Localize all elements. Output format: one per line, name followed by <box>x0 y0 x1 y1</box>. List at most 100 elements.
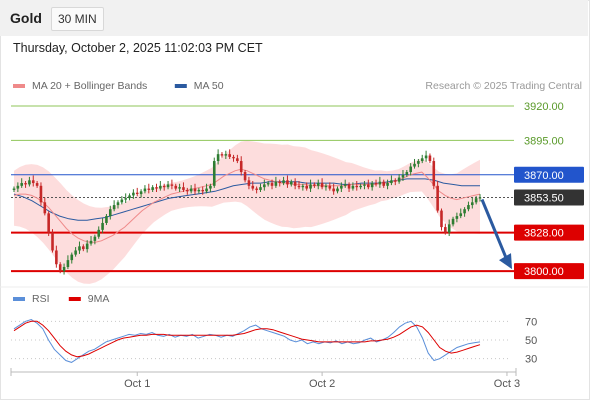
candle <box>55 250 58 265</box>
candle <box>220 154 224 156</box>
candle <box>340 185 343 189</box>
candle <box>320 183 324 188</box>
candle <box>112 205 116 210</box>
candle <box>51 232 54 251</box>
candle <box>35 183 39 186</box>
candle <box>432 161 436 186</box>
candle <box>116 202 120 206</box>
candle <box>332 188 335 192</box>
candle <box>170 184 174 186</box>
forecast-arrow-shaft <box>480 198 509 261</box>
candle <box>70 254 74 261</box>
candle <box>355 185 359 188</box>
candle <box>43 202 47 214</box>
candle <box>232 156 235 159</box>
candle <box>189 188 193 192</box>
candle <box>182 187 185 190</box>
candle <box>120 199 124 203</box>
candle <box>239 161 243 173</box>
level-label-5: 3800.00 <box>524 266 564 278</box>
candle <box>155 187 158 189</box>
candle <box>417 161 420 164</box>
candle <box>209 185 212 189</box>
candle <box>97 229 101 237</box>
level-tag-3 <box>514 189 584 206</box>
watermark: Research © 2025 Trading Central <box>425 80 582 92</box>
timestamp: Thursday, October 2, 2025 11:02:03 PM CE… <box>13 41 263 55</box>
candle <box>135 192 139 195</box>
level-label-4: 3828.00 <box>524 228 564 240</box>
candle <box>24 183 27 185</box>
candle <box>378 181 382 185</box>
rsi-legend-swatch-0 <box>13 297 25 301</box>
interval-selector[interactable]: 30 MIN <box>51 7 104 31</box>
candle <box>178 187 181 189</box>
candle <box>85 243 89 250</box>
legend-label-1: MA 50 <box>194 80 224 92</box>
candle <box>328 185 332 189</box>
candle <box>28 180 31 185</box>
candle <box>159 185 162 189</box>
candle <box>201 189 205 192</box>
candle <box>74 250 77 255</box>
candle <box>132 192 135 196</box>
candle <box>424 155 428 159</box>
candle <box>463 209 466 214</box>
candle <box>243 172 247 181</box>
candle <box>16 185 20 189</box>
candle <box>428 155 432 162</box>
candle <box>205 188 208 192</box>
candle <box>216 154 220 162</box>
candle <box>386 183 389 186</box>
rsi-ma-line <box>13 320 481 358</box>
candle <box>236 158 239 162</box>
level-label-2: 3870.00 <box>524 170 564 182</box>
candle <box>174 185 178 189</box>
candle <box>359 185 362 188</box>
candle <box>266 183 270 185</box>
candle <box>474 198 478 203</box>
candle <box>374 183 378 185</box>
level-tag-5 <box>514 263 584 280</box>
legend-swatch-0 <box>13 84 25 88</box>
candle <box>305 185 308 189</box>
candle <box>58 264 62 272</box>
bollinger-band <box>14 140 480 284</box>
rsi-line <box>13 318 481 363</box>
candle <box>105 216 108 223</box>
candle <box>259 187 262 190</box>
candle <box>12 188 16 190</box>
candle <box>278 181 282 184</box>
rsi-legend-label-0: RSI <box>32 293 50 305</box>
rsi-legend-label-1: 9MA <box>88 293 110 305</box>
candle <box>382 181 386 186</box>
candle <box>343 184 347 186</box>
rsi-legend-swatch-1 <box>68 297 81 301</box>
candle <box>413 163 416 167</box>
candle <box>367 184 370 188</box>
rsi-tick-1: 50 <box>525 335 537 347</box>
candle <box>108 209 112 217</box>
candle <box>316 183 320 186</box>
candle <box>282 180 285 184</box>
x-tick-label-1: Oct 2 <box>309 378 335 390</box>
candle <box>393 180 397 182</box>
candle <box>274 181 278 186</box>
candle <box>478 197 482 199</box>
level-label-1: 3895.00 <box>524 135 564 147</box>
candle <box>20 183 24 186</box>
rsi-tick-2: 30 <box>525 354 537 366</box>
candle <box>139 191 143 195</box>
candle <box>451 218 455 225</box>
candle <box>66 260 70 267</box>
symbol-title: Gold <box>10 10 42 26</box>
candle <box>166 184 170 188</box>
candles <box>12 149 482 275</box>
x-tick-label-0: Oct 1 <box>124 378 150 390</box>
candle <box>93 236 97 241</box>
candle <box>47 213 50 233</box>
candle <box>440 210 443 228</box>
candle <box>286 180 289 185</box>
candle <box>151 187 154 190</box>
